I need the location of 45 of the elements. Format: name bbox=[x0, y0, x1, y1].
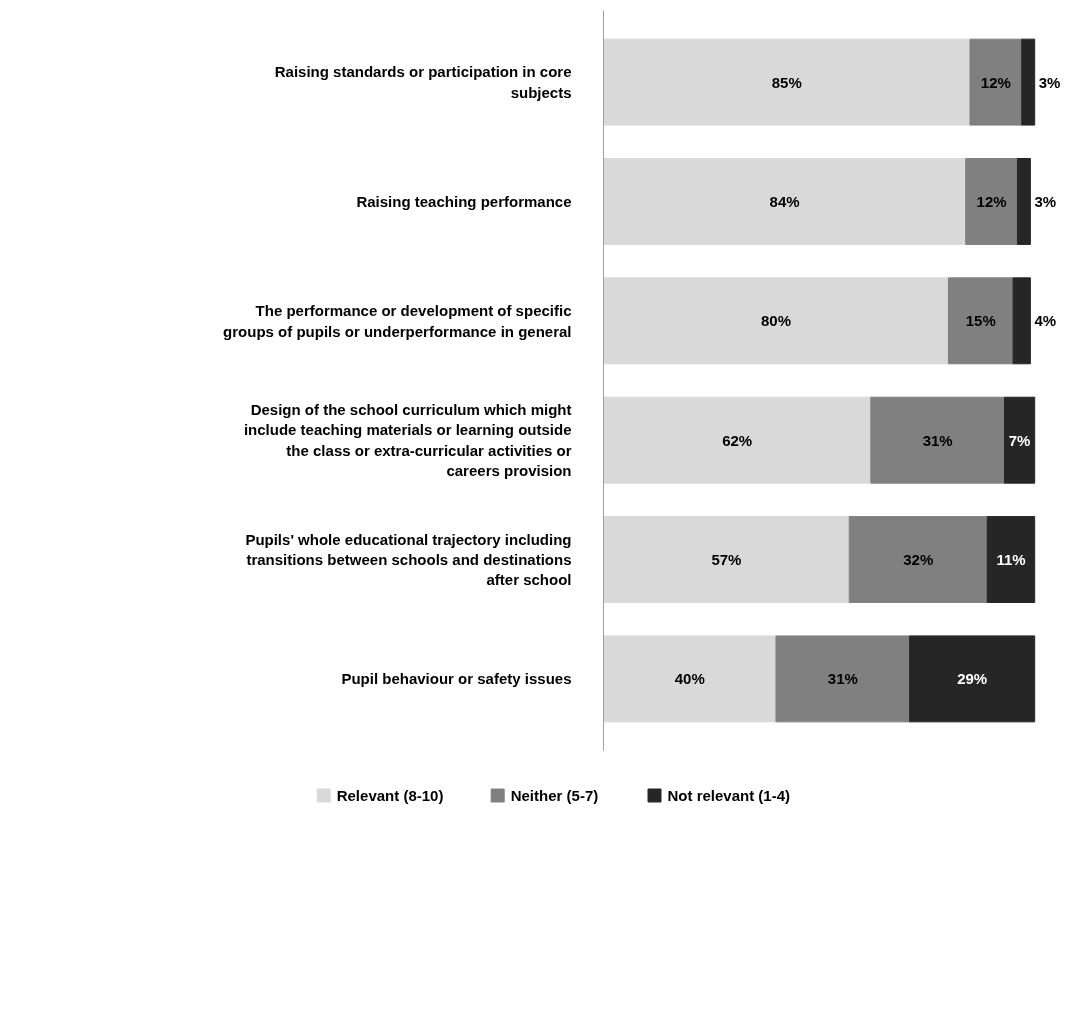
bar bbox=[775, 635, 911, 723]
data-label: 32% bbox=[903, 551, 934, 569]
data-label: 84% bbox=[769, 192, 800, 210]
data-label: 80% bbox=[760, 312, 791, 330]
y-tick-label: The performance or development of specific groups of pupils or underperformance in general bbox=[223, 302, 572, 340]
bar bbox=[1016, 158, 1031, 245]
data-label: 31% bbox=[827, 670, 858, 688]
bar bbox=[986, 516, 1036, 603]
legend-label: Not relevant (1-4) bbox=[667, 787, 791, 804]
y-tick-label: Pupils' whole educational trajectory including transitions between schools and destinations after school bbox=[245, 530, 572, 589]
bar bbox=[603, 396, 872, 484]
y-tick-label: Design of the school curriculum which might include teaching materials or learning outside the class or extra-curricular activities or careers provision bbox=[243, 401, 572, 480]
bar bbox=[603, 38, 971, 126]
y-tick-label: Pupil behaviour or safety issues bbox=[341, 670, 572, 688]
bar bbox=[870, 396, 1006, 484]
bar bbox=[1004, 396, 1036, 484]
bar bbox=[603, 277, 949, 365]
data-label: 12% bbox=[980, 73, 1011, 91]
data-label: 29% bbox=[957, 670, 988, 688]
y-tick-label: Raising standards or participation in core subjects bbox=[274, 63, 572, 101]
legend-label: Neither (5-7) bbox=[510, 787, 599, 804]
bar bbox=[1021, 38, 1036, 126]
data-label: 40% bbox=[674, 670, 705, 688]
bar bbox=[947, 277, 1014, 365]
data-label: 15% bbox=[965, 312, 996, 330]
bar bbox=[909, 635, 1036, 723]
data-label: 3% bbox=[1034, 192, 1057, 210]
data-label: 57% bbox=[711, 551, 742, 569]
data-label: 12% bbox=[976, 192, 1007, 210]
data-label: 11% bbox=[996, 551, 1026, 569]
bar bbox=[603, 516, 850, 603]
data-label: 3% bbox=[1038, 73, 1061, 91]
data-label: 85% bbox=[771, 73, 802, 91]
bar bbox=[965, 158, 1018, 245]
bar bbox=[969, 38, 1023, 126]
bar bbox=[848, 516, 988, 603]
data-label: 7% bbox=[1008, 431, 1031, 449]
data-label: 31% bbox=[922, 431, 953, 449]
legend-label: Relevant (8-10) bbox=[336, 787, 444, 804]
bar bbox=[603, 635, 777, 723]
data-label: 4% bbox=[1034, 312, 1057, 330]
y-tick-label: Raising teaching performance bbox=[356, 192, 572, 210]
bar bbox=[1012, 277, 1031, 365]
data-label: 62% bbox=[722, 431, 753, 449]
bar bbox=[603, 158, 967, 245]
